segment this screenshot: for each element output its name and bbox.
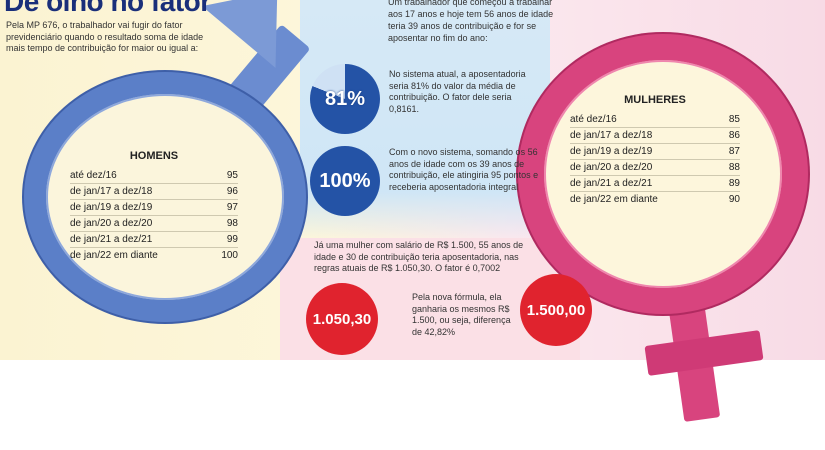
table-row: de jan/20 a dez/20 98 [70, 216, 238, 232]
table-row: até dez/16 85 [570, 112, 740, 128]
period-cell: de jan/17 a dez/18 [570, 130, 653, 141]
current-system-note: No sistema atual, a aposentadoria seria … [389, 69, 526, 114]
table-row: de jan/20 a dez/20 88 [570, 160, 740, 176]
table-row: de jan/19 a dez/19 87 [570, 144, 740, 160]
table-row: até dez/16 95 [70, 168, 238, 184]
table-row: de jan/21 a dez/21 99 [70, 232, 238, 248]
period-cell: de jan/20 a dez/20 [70, 218, 153, 229]
table-row: de jan/22 em diante 100 [70, 248, 238, 264]
points-cell: 96 [226, 186, 238, 197]
period-cell: de jan/17 a dez/18 [70, 186, 153, 197]
woman-example-text: Já uma mulher com salário de R$ 1.500, 5… [314, 240, 524, 273]
points-cell: 98 [226, 218, 238, 229]
points-cell: 99 [226, 234, 238, 245]
women-table-title: MULHERES [624, 94, 686, 106]
percent-100-label: 100% [319, 169, 371, 192]
points-cell: 100 [221, 250, 238, 261]
period-cell: de jan/19 a dez/19 [570, 146, 653, 157]
table-row: de jan/22 em diante 90 [570, 192, 740, 208]
table-row: de jan/19 a dez/19 97 [70, 200, 238, 216]
points-cell: 97 [226, 202, 238, 213]
period-cell: de jan/19 a dez/19 [70, 202, 153, 213]
women-table: MULHERES até dez/16 85 de jan/17 a dez/18… [570, 94, 740, 208]
value-1050-circle: 1.050,30 [306, 283, 378, 355]
intro-text: Pela MP 676, o trabalhador vai fugir do … [6, 20, 204, 53]
period-cell: de jan/22 em diante [70, 250, 158, 261]
percent-100-circle: 100% [310, 146, 380, 216]
value-1500-label: 1.500,00 [526, 301, 586, 319]
headline: De olho no fator [4, 0, 211, 17]
period-cell: de jan/22 em diante [570, 194, 658, 205]
table-row: de jan/17 a dez/18 96 [70, 184, 238, 200]
new-formula-text: Pela nova fórmula, ela ganharia os mesmo… [412, 292, 511, 337]
points-cell: 88 [728, 162, 740, 173]
value-1050-label: 1.050,30 [312, 310, 372, 328]
period-cell: até dez/16 [570, 114, 617, 125]
new-system-note: Com o novo sistema, somando os 56 anos d… [389, 147, 539, 192]
period-cell: de jan/21 a dez/21 [570, 178, 653, 189]
percent-81-circle: 81% [310, 64, 380, 134]
period-cell: de jan/21 a dez/21 [70, 234, 153, 245]
points-cell: 90 [728, 194, 740, 205]
points-cell: 95 [226, 170, 238, 181]
worker-example-text: Um trabalhador que começou a trabalhar a… [388, 0, 554, 43]
percent-81-label: 81% [324, 87, 366, 110]
men-table-title: HOMENS [129, 150, 179, 162]
period-cell: até dez/16 [70, 170, 117, 181]
value-1500-circle: 1.500,00 [520, 274, 592, 346]
table-row: de jan/21 a dez/21 89 [570, 176, 740, 192]
points-cell: 87 [728, 146, 740, 157]
period-cell: de jan/20 a dez/20 [570, 162, 653, 173]
table-row: de jan/17 a dez/18 86 [570, 128, 740, 144]
points-cell: 85 [728, 114, 740, 125]
points-cell: 89 [728, 178, 740, 189]
men-table: HOMENS até dez/16 95 de jan/17 a dez/18 96… [70, 150, 238, 264]
points-cell: 86 [728, 130, 740, 141]
